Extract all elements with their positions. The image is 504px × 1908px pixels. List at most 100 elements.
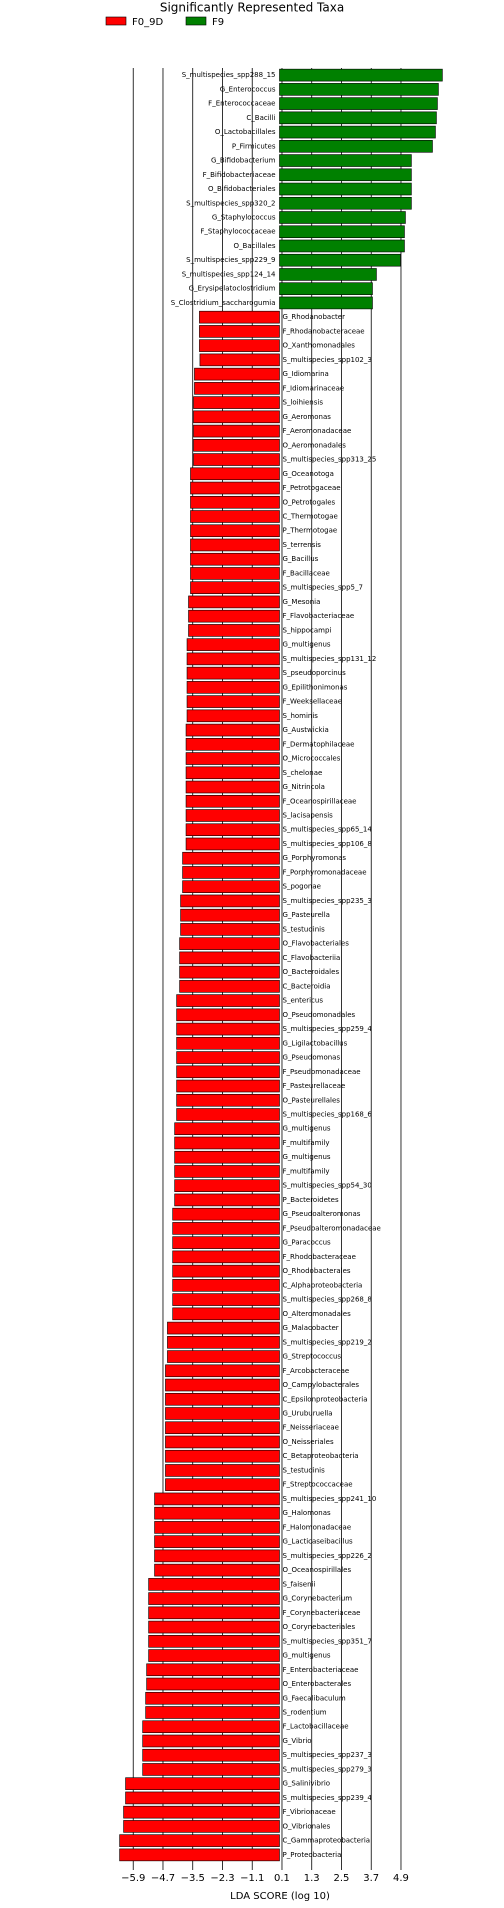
bar (199, 353, 280, 367)
y-tick-label: F_Pseudomonadaceae (283, 1068, 361, 1076)
bar (185, 723, 280, 737)
bar (185, 780, 280, 794)
bar (190, 481, 280, 495)
bar (190, 552, 280, 566)
bar (172, 1279, 280, 1292)
bar (190, 524, 280, 538)
x-tick-label: 1.3 (304, 1873, 320, 1884)
y-tick-label: S_multispecies_spp226_2 (283, 1552, 372, 1560)
bar (154, 1521, 280, 1534)
bar (185, 809, 280, 822)
bar (279, 225, 405, 239)
x-axis-label: LDA SCORE (log 10) (230, 1891, 330, 1902)
bar (145, 1691, 280, 1705)
y-tick-label: S_multispecies_spp239_4 (283, 1794, 373, 1802)
bar (119, 1834, 280, 1847)
bar (179, 937, 280, 950)
x-tick-label: 4.9 (393, 1873, 409, 1884)
y-tick-label: S_rodentium (283, 1709, 327, 1717)
bar (123, 1805, 280, 1819)
y-tick-label: S_multispecies_spp237_3 (283, 1751, 372, 1759)
bar (182, 880, 280, 893)
x-tick-label: 2.5 (334, 1873, 350, 1884)
y-tick-label: S_terrensis (283, 541, 322, 549)
bar (145, 1706, 280, 1719)
bar (174, 1122, 280, 1136)
bar (142, 1763, 280, 1776)
bar (172, 1293, 280, 1306)
bar (125, 1777, 280, 1790)
bar (154, 1492, 280, 1506)
y-tick-label: G_Faecalibaculum (283, 1694, 346, 1702)
bar (154, 1563, 280, 1577)
bar (176, 1051, 280, 1064)
y-tick-label: F_Enterococcaceae (208, 100, 275, 108)
bar (142, 1720, 280, 1734)
bar (279, 125, 436, 139)
bar (279, 140, 433, 153)
y-tick-label: O_Neisseriales (283, 1438, 334, 1446)
bar (165, 1478, 280, 1491)
y-tick-label: S_faisenii (283, 1580, 316, 1588)
y-tick-label: P_Firmicutes (232, 142, 276, 150)
bar (279, 182, 412, 196)
bar (148, 1606, 280, 1620)
bar (182, 866, 280, 879)
y-tick-label: F_Oceanospirillaceae (283, 797, 357, 805)
bar (174, 1165, 280, 1178)
y-tick-label: F_multifamily (283, 1167, 330, 1175)
bar (165, 1392, 280, 1406)
bar (179, 980, 280, 993)
legend-label: F0_9D (132, 17, 163, 28)
y-tick-label: S_chelonae (283, 769, 323, 777)
bar (193, 439, 280, 452)
bar (185, 823, 280, 837)
y-tick-label: G_Halomonas (283, 1509, 332, 1517)
bar (165, 1364, 280, 1378)
y-tick-label: F_Bacillaceae (283, 569, 330, 577)
y-tick-label: C_Epsilonproteobacteria (283, 1395, 368, 1403)
y-tick-label: C_Bacteroidia (283, 982, 331, 990)
y-tick-label: G_Paracoccus (283, 1239, 332, 1247)
legend-title: Significantly Represented Taxa (160, 1, 344, 15)
y-tick-label: C_Thermotogae (283, 513, 338, 521)
y-tick-label: F_Halomonadaceae (283, 1523, 352, 1531)
y-tick-label: F_Vibrionaceae (283, 1808, 336, 1816)
bar (199, 310, 280, 324)
x-tick-label: −2.3 (210, 1873, 234, 1884)
bar (279, 268, 377, 281)
bar (148, 1649, 280, 1662)
bar (165, 1435, 280, 1449)
y-tick-label: P_Thermotogae (283, 527, 338, 535)
bar (176, 1079, 280, 1093)
bar (172, 1222, 280, 1235)
y-tick-label: O_Oceanospirillales (283, 1566, 352, 1574)
y-tick-label: O_Lactobacillales (215, 128, 276, 136)
y-tick-label: F_Pseudoalteromonadaceae (283, 1224, 381, 1232)
y-tick-label: C_Alphaproteobacteria (283, 1281, 363, 1289)
bar (186, 638, 280, 651)
y-tick-label: F_Arcobacteraceae (283, 1367, 350, 1375)
y-tick-label: G_Lacticaseibacillus (283, 1538, 354, 1546)
y-tick-label: S_multispecies_spp106_8 (283, 840, 372, 848)
y-tick-label: G_Nitrincola (283, 783, 325, 791)
y-tick-label: P_Proteobacteria (283, 1851, 342, 1859)
y-tick-label: F_Enterobacteriaceae (283, 1666, 359, 1674)
legend-label: F9 (212, 17, 224, 28)
bar (165, 1378, 280, 1392)
y-tick-label: S_multispecies_spp219_2 (283, 1338, 372, 1346)
bar (199, 339, 280, 352)
y-tick-label: F_Staphylococcaceae (200, 228, 275, 236)
y-tick-label: O_Aeromonadales (283, 441, 347, 449)
y-tick-label: S_Clostridium_saccharogumia (171, 299, 276, 307)
y-tick-label: S_multispecies_spp259_4 (283, 1025, 373, 1033)
x-tick-label: 3.7 (363, 1873, 379, 1884)
y-tick-label: S_multispecies_spp229_9 (186, 256, 275, 264)
bar (154, 1549, 280, 1563)
bar (193, 453, 280, 466)
bar (148, 1635, 280, 1648)
bar (185, 766, 280, 780)
y-tick-label: G_Pseudoalteromonas (283, 1210, 361, 1218)
bar (167, 1321, 280, 1335)
